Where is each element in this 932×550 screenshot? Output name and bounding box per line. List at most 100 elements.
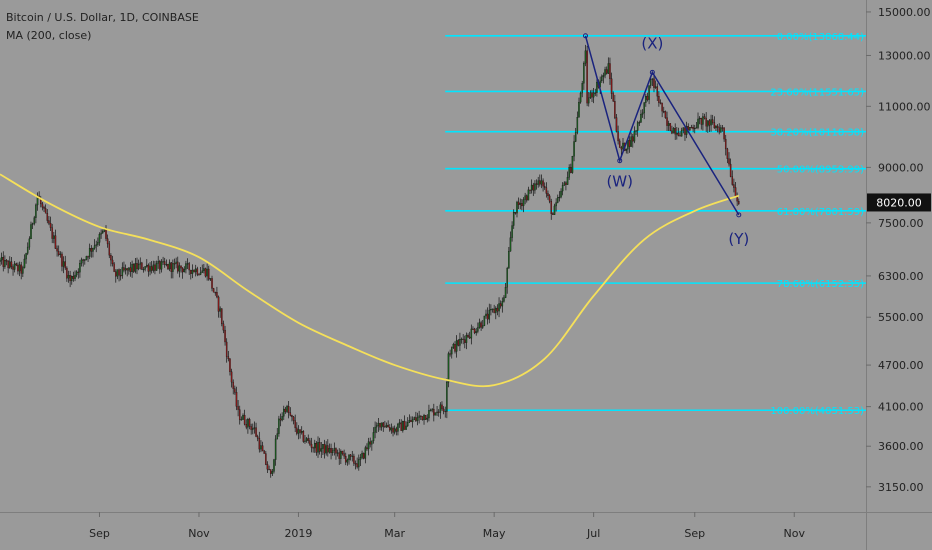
candle-body xyxy=(134,263,137,272)
candle-body xyxy=(278,418,280,434)
candle-body xyxy=(4,260,6,267)
candle-body xyxy=(168,262,171,270)
candle-body xyxy=(183,269,186,273)
candle-body xyxy=(263,450,265,454)
candle-body xyxy=(568,167,570,178)
candle-body xyxy=(353,455,355,464)
candle-body xyxy=(113,263,115,272)
candle-body xyxy=(384,426,386,428)
candle-body xyxy=(708,120,711,126)
candle-body xyxy=(375,425,378,428)
candle-body xyxy=(108,243,111,256)
candle-body xyxy=(620,147,623,150)
candle-body xyxy=(418,415,420,418)
candle-body xyxy=(692,127,694,130)
candle-body xyxy=(320,448,323,452)
candle-body xyxy=(659,102,662,104)
candle-body xyxy=(689,127,691,131)
last-price-tag xyxy=(867,193,931,212)
candle-body xyxy=(587,97,590,104)
candle-body xyxy=(501,301,504,307)
candle-body xyxy=(710,119,712,126)
candle-body xyxy=(532,184,535,191)
candle-body xyxy=(48,220,50,224)
candle-body xyxy=(119,275,122,277)
candle-body xyxy=(274,438,277,460)
candle-body xyxy=(296,427,298,434)
candle-body xyxy=(718,127,720,133)
candle-body xyxy=(707,120,709,127)
candle-body xyxy=(715,125,717,129)
candle-body xyxy=(607,63,610,74)
candle-body xyxy=(498,303,500,312)
candle-body xyxy=(101,231,104,234)
candle-body xyxy=(327,445,329,453)
candle-body xyxy=(209,278,212,280)
candle-body xyxy=(170,262,173,272)
candle-body xyxy=(560,190,562,198)
candle-body xyxy=(459,338,461,346)
wave-point xyxy=(736,212,742,218)
candle-body xyxy=(645,95,647,103)
y-tick-label: 5500.00 xyxy=(878,311,924,324)
candle-body xyxy=(555,202,557,207)
candle-body xyxy=(131,263,133,273)
candle-body xyxy=(663,111,665,113)
candle-body xyxy=(462,338,464,340)
candle-body xyxy=(517,201,520,205)
candle-body xyxy=(420,415,422,417)
candle-body xyxy=(563,182,566,186)
candle-body xyxy=(132,263,135,272)
candle-body xyxy=(464,339,466,343)
candle-body xyxy=(201,270,203,273)
candle-body xyxy=(276,433,279,440)
candle-body xyxy=(711,119,714,123)
candle-body xyxy=(351,455,354,457)
candle-body xyxy=(190,269,192,274)
candle-body xyxy=(672,128,675,134)
candle-body xyxy=(403,421,406,430)
candle-body xyxy=(705,118,707,127)
candle-body xyxy=(561,185,564,192)
y-tick-label: 4700.00 xyxy=(878,359,924,372)
candle-body xyxy=(361,452,363,458)
candle-body xyxy=(74,274,76,279)
candle-body xyxy=(312,447,314,449)
candle-body xyxy=(33,217,36,224)
x-tick-label: Jul xyxy=(586,527,600,540)
candle-body xyxy=(128,267,130,271)
candle-body xyxy=(211,278,213,289)
candle-body xyxy=(426,417,429,420)
y-tick-label: 6300.00 xyxy=(878,270,924,283)
candle-body xyxy=(266,464,269,470)
candle-body xyxy=(602,75,605,78)
candle-body xyxy=(75,271,78,276)
candle-body xyxy=(15,263,18,266)
candle-body xyxy=(550,201,553,214)
x-tick-label: Mar xyxy=(384,527,405,540)
candle-body xyxy=(297,429,300,434)
candle-body xyxy=(160,261,163,270)
y-tick-label: 4100.00 xyxy=(878,401,924,414)
candle-body xyxy=(307,438,310,441)
candle-body xyxy=(646,95,649,100)
candle-body xyxy=(129,267,132,273)
candle-body xyxy=(0,257,3,261)
candle-body xyxy=(57,251,60,255)
candle-body xyxy=(271,471,274,474)
fib-level-label: 38.20%(10118.38) xyxy=(770,128,864,139)
candle-body xyxy=(583,63,585,84)
candle-body xyxy=(442,408,445,412)
candle-body xyxy=(738,201,740,204)
candle-body xyxy=(269,469,272,474)
candle-body xyxy=(115,271,117,277)
candle-body xyxy=(380,422,383,428)
candle-body xyxy=(615,117,618,132)
candle-body xyxy=(526,195,528,201)
candle-body xyxy=(542,180,544,187)
candle-body xyxy=(508,250,510,269)
candle-body xyxy=(431,408,433,411)
candle-body xyxy=(69,275,71,282)
candle-body xyxy=(547,193,549,197)
